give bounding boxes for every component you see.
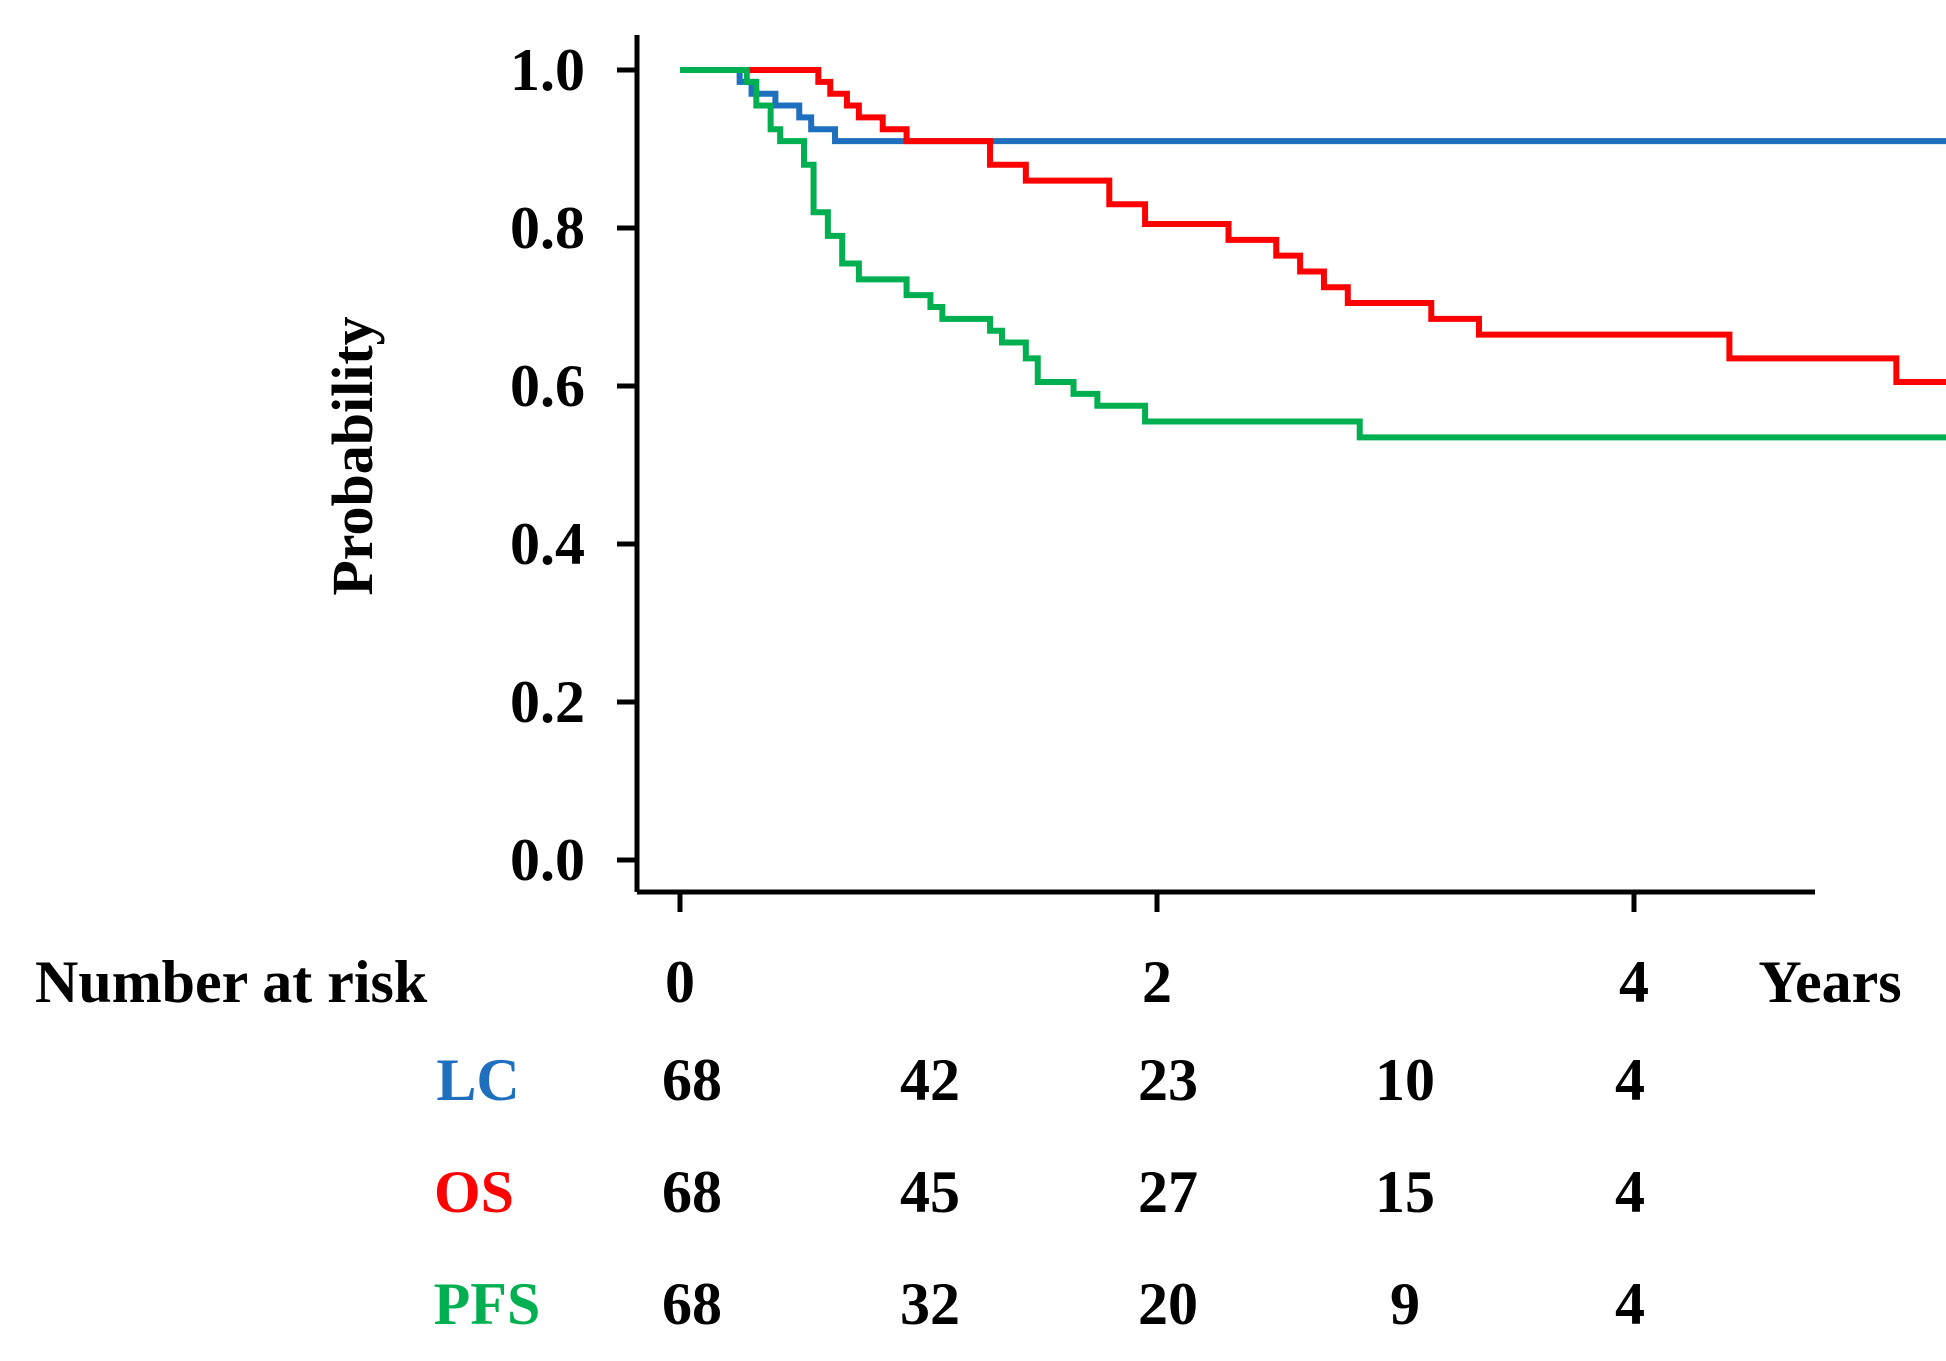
- series-line-lc: [680, 67, 1946, 145]
- risk-cell: 10: [1375, 1047, 1435, 1113]
- risk-cell: 20: [1138, 1271, 1198, 1337]
- risk-table-rows: LC 68 42 23 10 4 OS 68 45 27 15 4 PFS 68 32 20 9 4: [434, 1047, 1645, 1337]
- risk-cell: 15: [1375, 1159, 1435, 1225]
- risk-row-pfs: PFS 68 32 20 9 4: [434, 1271, 1645, 1337]
- risk-row-label: LC: [436, 1047, 519, 1113]
- risk-row-label: OS: [434, 1159, 514, 1225]
- risk-cell: 4: [1615, 1047, 1645, 1113]
- y-ticks: 0.0 0.2 0.4 0.6 0.8 1.0: [510, 37, 637, 893]
- risk-cell: 68: [662, 1159, 722, 1225]
- risk-row-label: PFS: [434, 1271, 541, 1337]
- x-tick-label: 2: [1142, 949, 1172, 1015]
- axes: [634, 35, 1815, 895]
- risk-cell: 68: [662, 1271, 722, 1337]
- series-line-pfs: [680, 67, 1946, 441]
- risk-cell: 27: [1138, 1159, 1198, 1225]
- x-axis-unit-label: Years: [1758, 949, 1901, 1015]
- risk-table-header: Number at risk: [35, 949, 428, 1015]
- risk-cell: 42: [900, 1047, 960, 1113]
- y-axis-label: Probability: [320, 316, 385, 595]
- risk-table-times: 02468: [665, 949, 1649, 1015]
- y-tick-label: 0.4: [510, 511, 585, 577]
- x-ticks: [677, 892, 1637, 912]
- risk-row-lc: LC 68 42 23 10 4: [436, 1047, 1645, 1113]
- risk-row-os: OS 68 45 27 15 4: [434, 1159, 1645, 1225]
- y-tick-label: 0.2: [510, 669, 585, 735]
- series-line-os: [680, 67, 1946, 386]
- series-group: [680, 67, 1946, 441]
- risk-cell: 4: [1615, 1159, 1645, 1225]
- y-tick-label: 0.6: [510, 353, 585, 419]
- risk-cell: 9: [1390, 1271, 1420, 1337]
- risk-cell: 32: [900, 1271, 960, 1337]
- x-tick-label: 0: [665, 949, 695, 1015]
- risk-cell: 68: [662, 1047, 722, 1113]
- risk-table: Number at risk Years 02468 LC684223104OS…: [35, 949, 1902, 1337]
- x-tick-label: 4: [1619, 949, 1649, 1015]
- y-tick-label: 0.8: [510, 195, 585, 261]
- risk-cell: 45: [900, 1159, 960, 1225]
- risk-cell: 23: [1138, 1047, 1198, 1113]
- y-tick-label: 0.0: [510, 827, 585, 893]
- risk-cell: 4: [1615, 1271, 1645, 1337]
- y-tick-label: 1.0: [510, 37, 585, 103]
